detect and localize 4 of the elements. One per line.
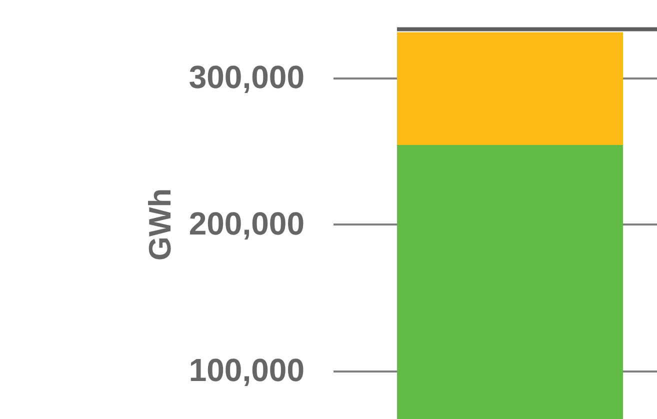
y-tick-label: 300,000 [188, 59, 304, 96]
y-axis-title: GWh [142, 188, 178, 261]
y-tick-label: 200,000 [188, 206, 304, 242]
y-tick-label: 100,000 [188, 352, 304, 388]
